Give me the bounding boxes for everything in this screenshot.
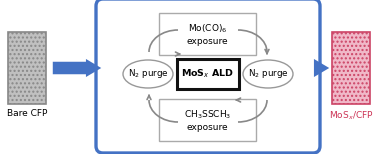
Ellipse shape	[243, 60, 293, 88]
FancyBboxPatch shape	[8, 32, 46, 104]
FancyBboxPatch shape	[96, 0, 320, 153]
Text: CH$_3$SSCH$_3$
exposure: CH$_3$SSCH$_3$ exposure	[184, 108, 231, 132]
Ellipse shape	[123, 60, 173, 88]
FancyArrowPatch shape	[314, 59, 329, 77]
Text: Bare CFP: Bare CFP	[7, 109, 47, 118]
FancyBboxPatch shape	[159, 13, 256, 55]
Text: MoS$_x$/CFP: MoS$_x$/CFP	[328, 109, 373, 122]
FancyBboxPatch shape	[177, 59, 239, 89]
Text: N$_2$ purge: N$_2$ purge	[128, 67, 168, 81]
FancyArrowPatch shape	[53, 59, 101, 77]
FancyBboxPatch shape	[332, 32, 370, 104]
Text: MoS$_x$ ALD: MoS$_x$ ALD	[181, 68, 235, 80]
FancyBboxPatch shape	[159, 99, 256, 141]
Text: N$_2$ purge: N$_2$ purge	[248, 67, 288, 81]
Text: Mo(CO)$_6$
exposure: Mo(CO)$_6$ exposure	[187, 22, 228, 46]
